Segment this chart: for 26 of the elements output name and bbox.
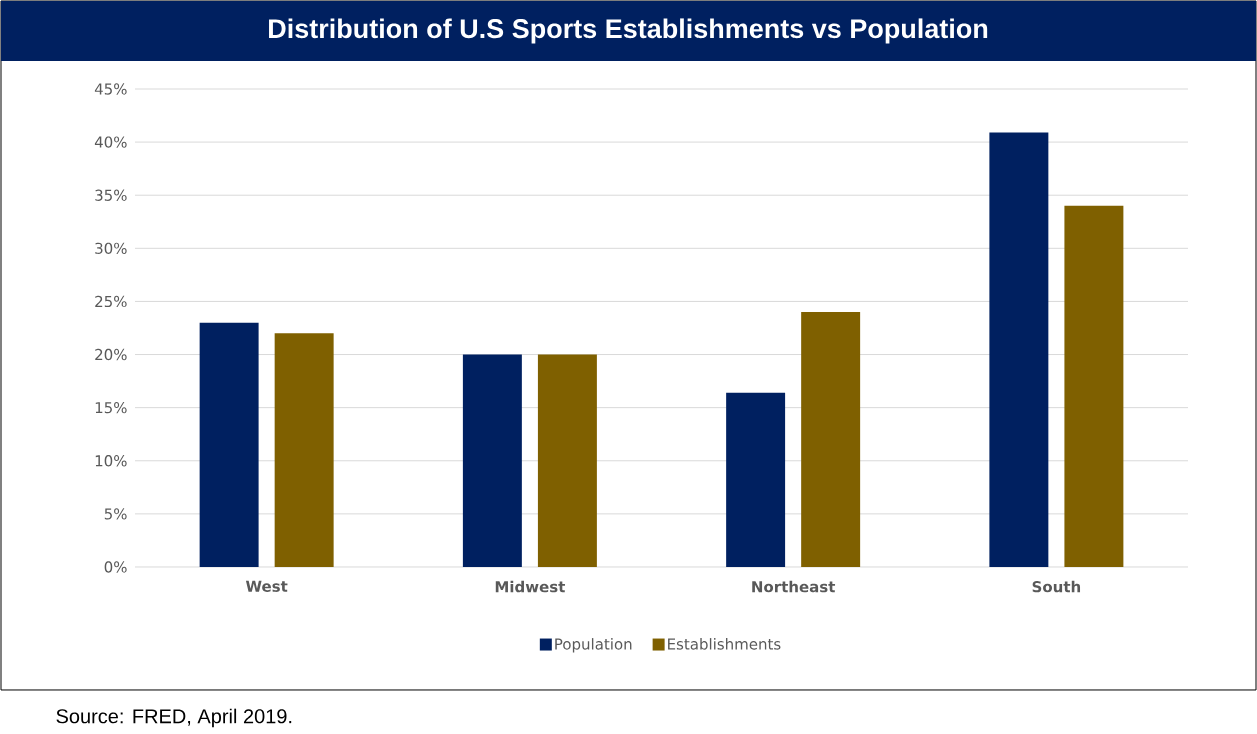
x-tick-label: South <box>1032 580 1081 593</box>
x-tick-label: West <box>245 580 288 592</box>
y-tick-label: 10% <box>95 455 127 467</box>
bar <box>726 392 786 567</box>
x-tick-label: Northeast <box>752 580 836 593</box>
bar <box>462 354 522 567</box>
source-note: Source: FRED, April 2019. <box>56 708 292 728</box>
legend-label: Population <box>555 638 632 653</box>
y-tick-label: 25% <box>95 295 127 308</box>
y-tick-label: 45% <box>94 83 127 95</box>
y-tick-label: 35% <box>95 189 127 201</box>
bar <box>801 312 861 567</box>
y-tick-label: 20% <box>95 348 127 361</box>
y-tick-label: 30% <box>95 242 127 254</box>
y-tick-label: 5% <box>104 508 127 520</box>
bar <box>989 132 1049 567</box>
bar <box>537 354 597 567</box>
y-tick-label: 15% <box>95 401 127 414</box>
chart-title: Distribution of U.S Sports Establishments vs Population <box>269 18 988 44</box>
bar <box>274 333 334 567</box>
bar <box>199 322 259 567</box>
x-tick-label: Midwest <box>495 580 566 593</box>
legend-label: Establishments <box>668 638 781 650</box>
bar <box>1064 205 1124 567</box>
y-tick-label: 0% <box>104 561 127 573</box>
y-tick-label: 40% <box>94 136 127 148</box>
